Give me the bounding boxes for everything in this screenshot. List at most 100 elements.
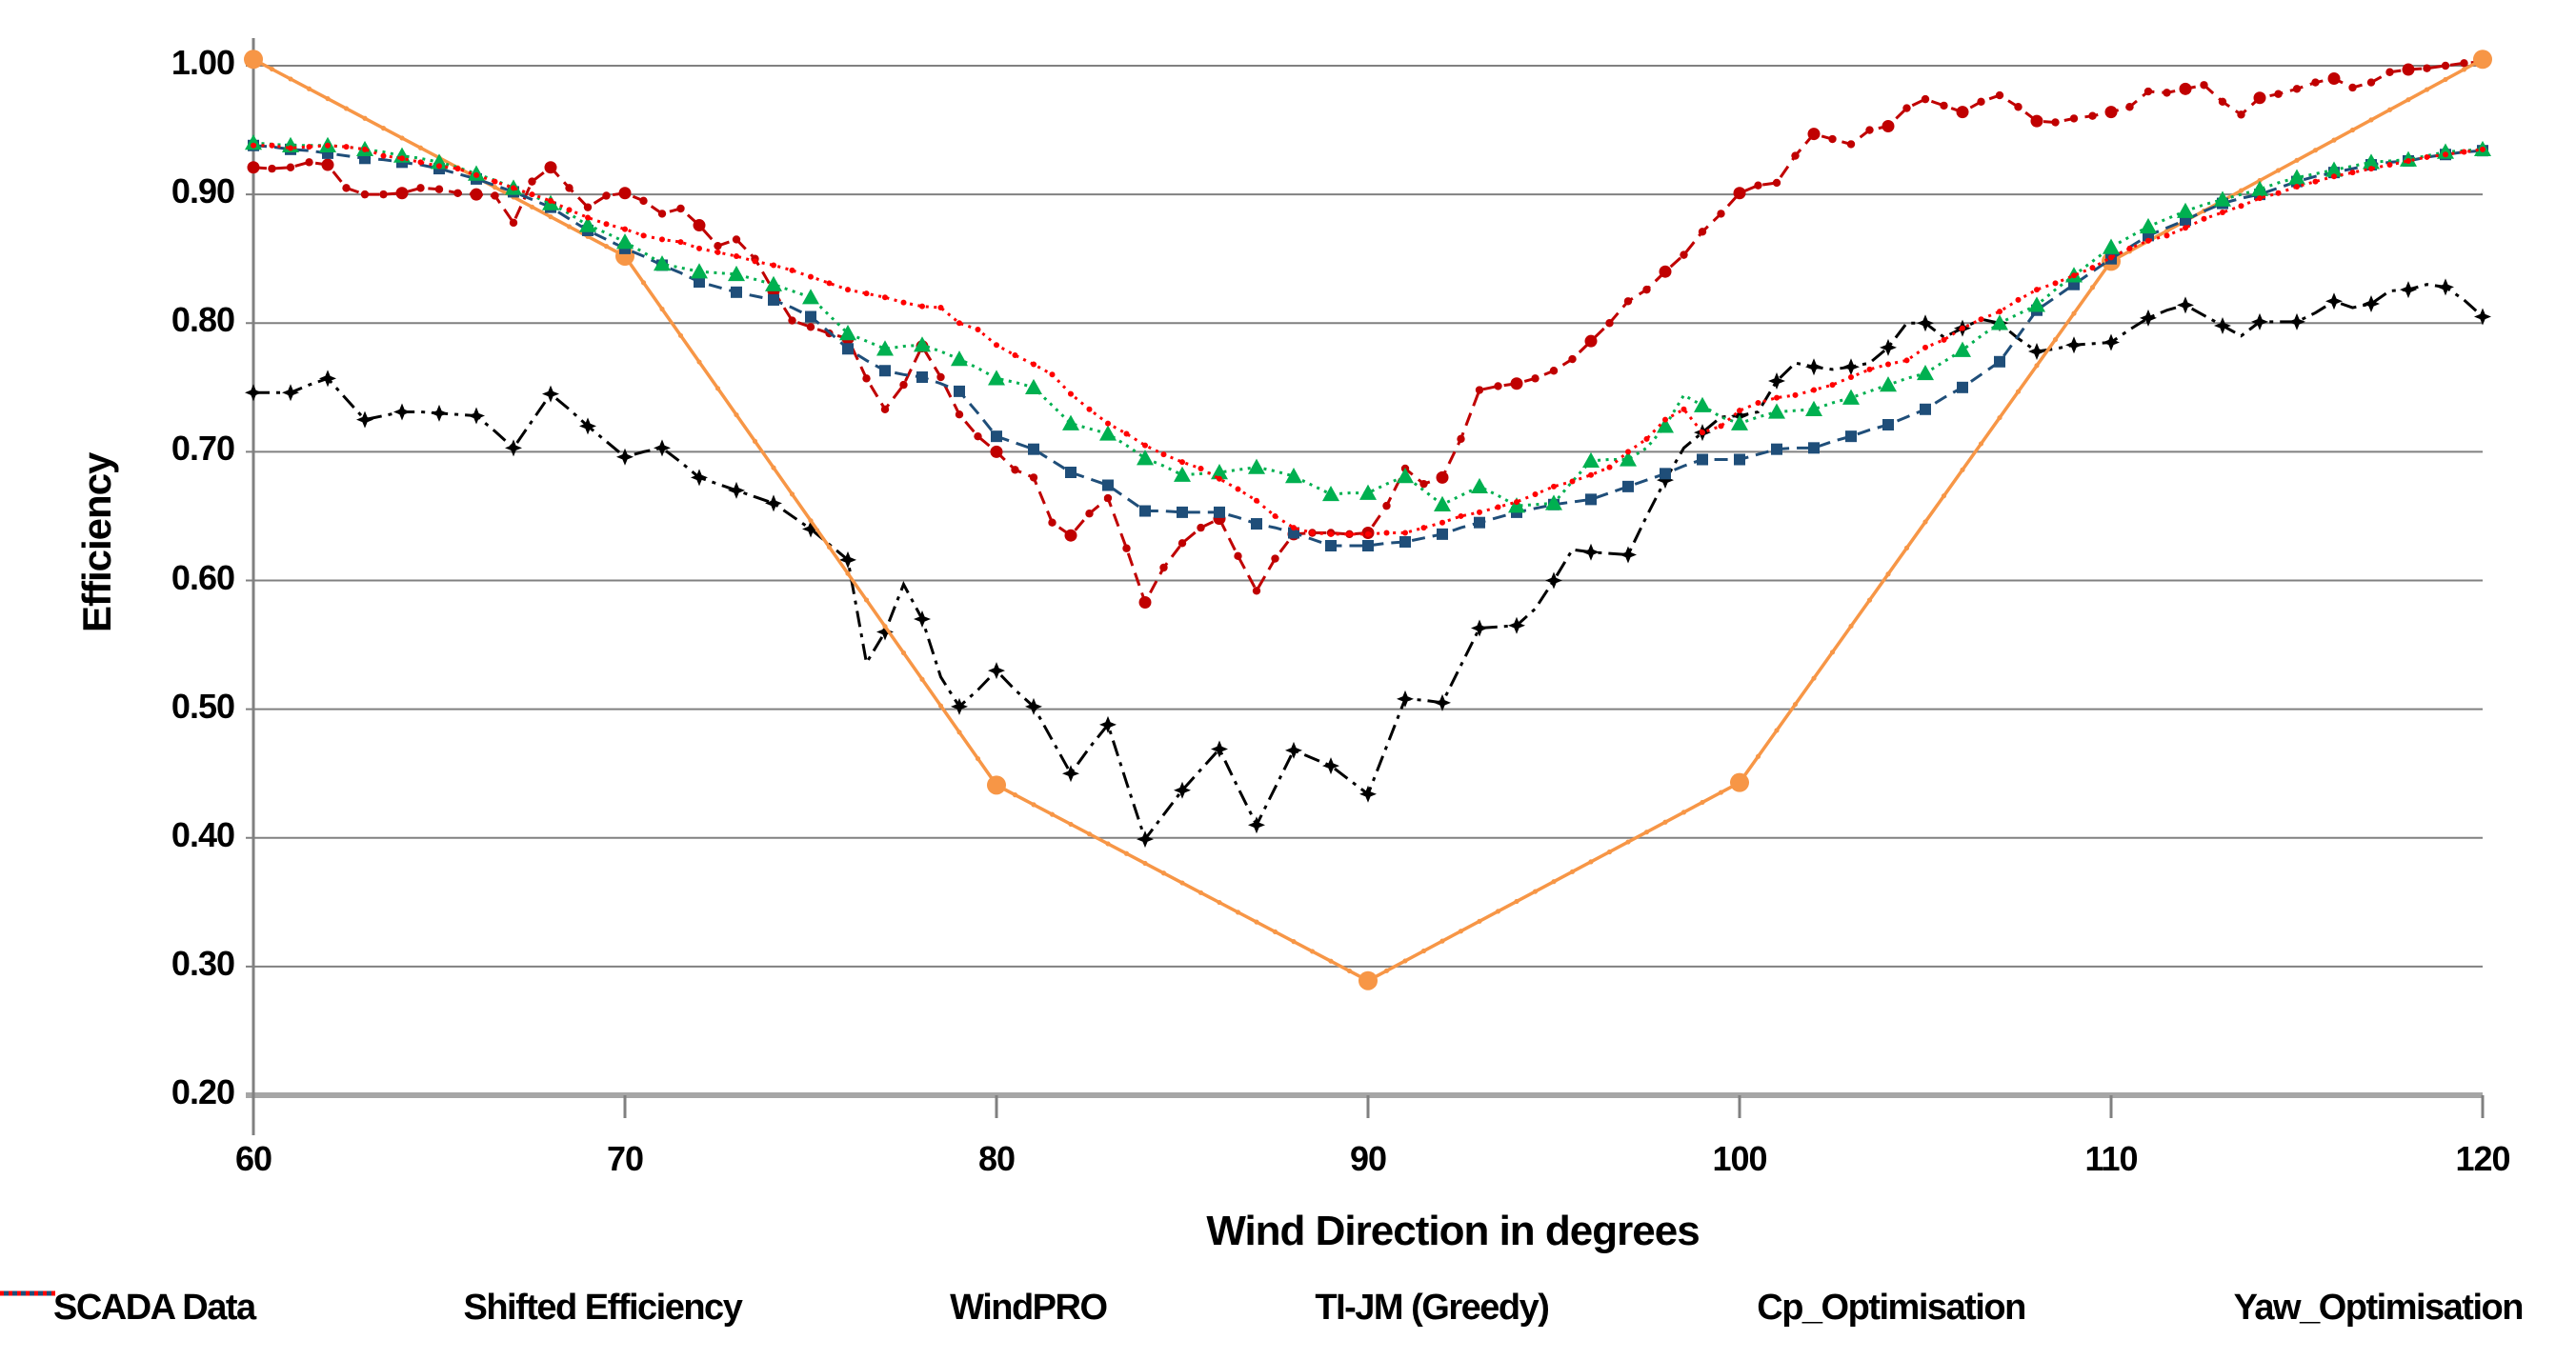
marker-dot [1068, 821, 1074, 828]
marker [2402, 63, 2415, 76]
marker [1137, 450, 1154, 466]
marker [2034, 287, 2040, 293]
marker [805, 310, 816, 323]
marker [1457, 434, 1465, 444]
marker [528, 177, 536, 186]
marker [379, 190, 388, 199]
marker-dot [2386, 107, 2393, 112]
marker [380, 152, 387, 159]
marker [1122, 544, 1131, 552]
marker [1105, 420, 1111, 427]
marker-dot [1718, 790, 1724, 795]
marker-dot [1625, 839, 1631, 845]
marker [1829, 382, 1836, 389]
marker [1828, 134, 1837, 144]
marker-dot [1439, 938, 1445, 944]
x-tick-label: 80 [977, 1139, 1016, 1178]
marker-dot [1495, 909, 1501, 914]
marker [771, 262, 776, 269]
marker [579, 216, 596, 232]
marker [1397, 468, 1414, 484]
marker-dot [1420, 948, 1427, 954]
marker [1772, 178, 1781, 188]
marker [399, 155, 405, 162]
marker [251, 142, 256, 149]
marker [2288, 312, 2305, 330]
marker [1365, 530, 1371, 537]
marker [988, 370, 1005, 386]
marker-dot [752, 438, 758, 444]
marker-dot [1774, 728, 1780, 733]
marker [306, 144, 312, 150]
marker [1903, 357, 1910, 364]
marker [2220, 210, 2225, 216]
marker [951, 697, 968, 715]
marker-dot [956, 730, 962, 735]
marker-dot [1922, 519, 1928, 525]
marker [990, 445, 1003, 458]
marker [2183, 225, 2188, 231]
marker [1733, 187, 1746, 200]
marker [914, 336, 931, 352]
marker-dot [1680, 810, 1687, 815]
marker [654, 255, 671, 271]
marker [1880, 338, 1897, 356]
marker [1359, 785, 1377, 803]
marker [544, 161, 557, 174]
marker-dot [808, 518, 814, 524]
marker [1807, 128, 1821, 141]
marker [1065, 466, 1077, 478]
marker [585, 214, 591, 221]
marker [1582, 451, 1600, 469]
marker [1362, 540, 1374, 552]
marker [2386, 162, 2393, 169]
marker [325, 142, 331, 149]
marker [247, 161, 260, 174]
x-tick-label: 70 [606, 1139, 644, 1178]
marker [839, 325, 856, 341]
marker [1062, 765, 1079, 783]
marker [882, 294, 888, 301]
marker [417, 159, 424, 166]
marker [2237, 110, 2245, 119]
legend-label: Yaw_Optimisation [2233, 1288, 2525, 1328]
marker-dot [900, 650, 907, 656]
marker [2480, 146, 2485, 152]
marker [1309, 530, 1316, 536]
marker [876, 623, 894, 641]
marker [1471, 477, 1488, 494]
marker [2065, 336, 2083, 354]
marker-dot [1197, 890, 1204, 895]
marker [2368, 166, 2374, 172]
marker [2327, 72, 2341, 86]
marker [244, 50, 263, 70]
marker [1139, 505, 1151, 517]
marker-dot [1254, 919, 1259, 925]
marker [2015, 296, 2022, 303]
y-tick-label: 0.50 [171, 686, 235, 726]
marker [1623, 297, 1633, 306]
marker [1197, 523, 1205, 532]
legend-label: Shifted Efficiency [463, 1288, 742, 1328]
marker [453, 189, 462, 197]
marker [1625, 449, 1631, 455]
marker-dot [1383, 968, 1390, 973]
marker [693, 219, 706, 232]
marker [1025, 378, 1042, 395]
marker [1846, 140, 1856, 149]
series-line-scada-data [253, 283, 2485, 843]
marker-dot [1903, 545, 1910, 550]
marker [1885, 361, 1891, 368]
marker [2089, 265, 2096, 271]
marker [434, 185, 444, 193]
marker [1086, 406, 1093, 412]
marker-dot [1309, 949, 1316, 954]
marker [245, 384, 262, 402]
marker [1754, 181, 1762, 190]
marker [1698, 228, 1707, 236]
marker [282, 384, 299, 402]
marker [1545, 494, 1562, 510]
chart-legend: SCADA Data Shifted Efficiency WindPRO TI-JM… [0, 1288, 2576, 1329]
marker [1177, 539, 1187, 548]
marker [1029, 473, 1038, 482]
